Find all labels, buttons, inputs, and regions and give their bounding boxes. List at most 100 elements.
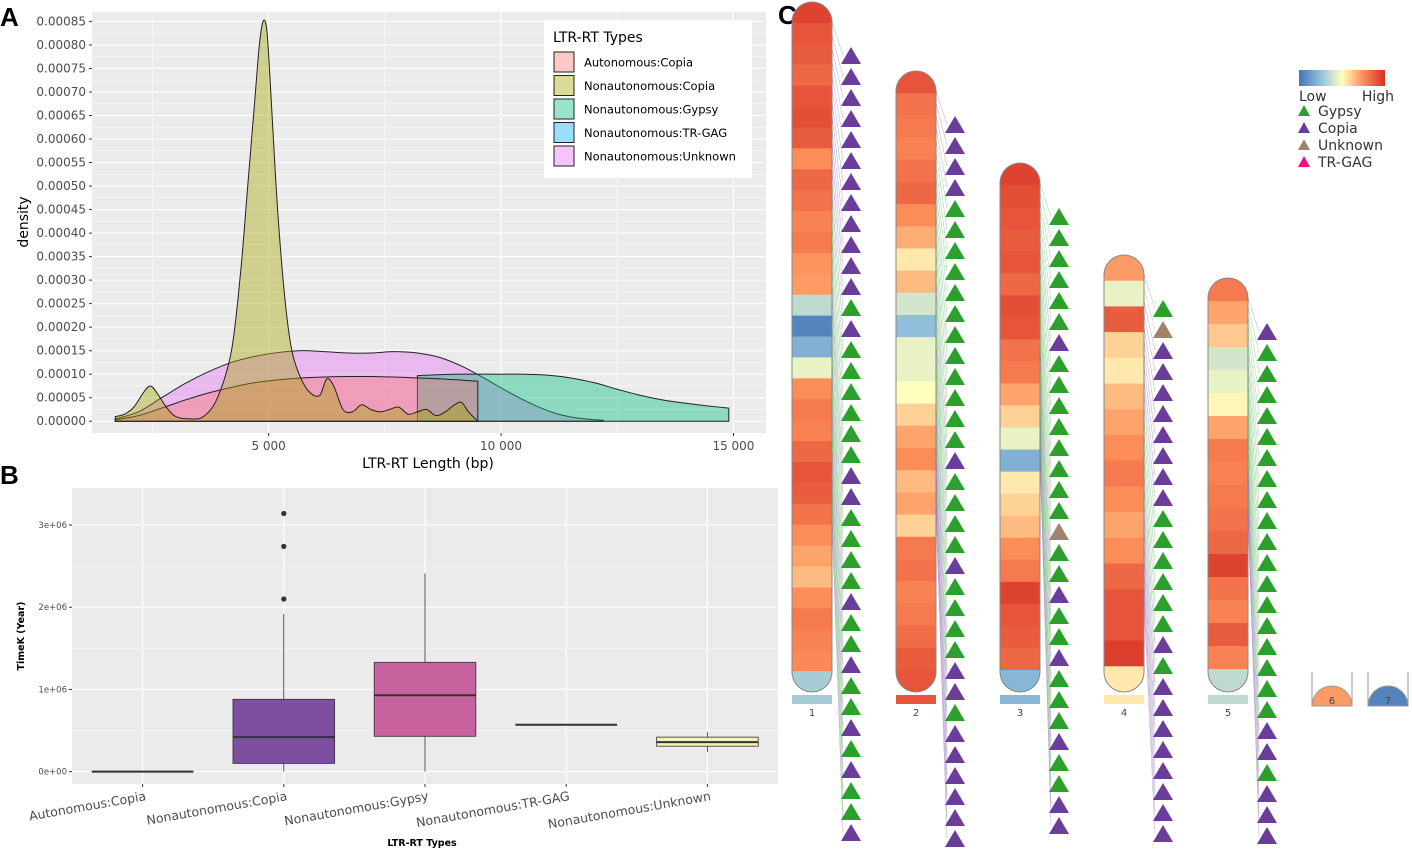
legend-label: Gypsy bbox=[1318, 104, 1362, 120]
gypsy-triangle bbox=[1049, 355, 1069, 372]
gypsy-triangle bbox=[1257, 428, 1277, 445]
te-link-line bbox=[1039, 446, 1052, 805]
te-link-line bbox=[831, 277, 844, 455]
copia-triangle bbox=[945, 767, 965, 784]
heat-band bbox=[896, 137, 936, 161]
copia-triangle bbox=[1153, 699, 1173, 716]
heat-band bbox=[896, 470, 936, 493]
copia-triangle bbox=[1257, 323, 1277, 340]
gypsy-triangle bbox=[1257, 617, 1277, 634]
te-link-line bbox=[1247, 435, 1260, 647]
heat-band bbox=[896, 536, 936, 560]
gypsy-triangle bbox=[1049, 397, 1069, 414]
heat-band bbox=[896, 270, 936, 294]
te-link-line bbox=[1143, 366, 1156, 456]
heat-band bbox=[1000, 251, 1040, 274]
te-link-line bbox=[831, 372, 844, 602]
gypsy-triangle bbox=[1257, 386, 1277, 403]
heat-band bbox=[1000, 537, 1040, 561]
box bbox=[373, 661, 477, 737]
density-area-nonautonomous-copia bbox=[114, 19, 480, 422]
te-link-line bbox=[831, 331, 844, 539]
gypsy-triangle bbox=[1257, 491, 1277, 508]
y-tick-label: 0.00080 bbox=[36, 38, 86, 52]
te-link-line bbox=[935, 127, 948, 188]
te-link-line bbox=[1143, 314, 1156, 372]
te-link-line bbox=[831, 62, 844, 119]
te-link-line bbox=[831, 116, 844, 203]
heat-band bbox=[792, 336, 832, 359]
heat-band bbox=[1104, 640, 1144, 667]
heat-band bbox=[896, 93, 936, 116]
te-link-line bbox=[1247, 398, 1260, 563]
te-link-line bbox=[1039, 277, 1052, 427]
y-tick-label: 0.00050 bbox=[36, 179, 86, 193]
heat-band bbox=[1000, 449, 1040, 473]
te-link-line bbox=[1247, 325, 1260, 395]
density-y-axis-title: density bbox=[16, 196, 32, 247]
copia-triangle bbox=[841, 593, 861, 610]
copia-triangle bbox=[841, 89, 861, 106]
gypsy-triangle bbox=[1049, 754, 1069, 771]
copia-triangle bbox=[945, 557, 965, 574]
te-link-line bbox=[1039, 182, 1052, 217]
chromosome-5: 5 bbox=[1207, 277, 1277, 844]
gypsy-triangle bbox=[1153, 573, 1173, 590]
gypsy-triangle bbox=[1257, 470, 1277, 487]
copia-triangle bbox=[841, 824, 861, 841]
gypsy-triangle bbox=[1049, 313, 1069, 330]
heat-band bbox=[1104, 409, 1144, 436]
heat-low-label: Low bbox=[1299, 89, 1327, 105]
chromosome-base-bar bbox=[896, 695, 936, 704]
legend-label: Nonautonomous:Gypsy bbox=[584, 103, 719, 117]
chromosome-base-bar bbox=[1104, 695, 1144, 704]
gypsy-triangle bbox=[841, 614, 861, 631]
te-link-line bbox=[935, 337, 948, 545]
heat-band bbox=[792, 399, 832, 421]
heat-band bbox=[896, 448, 936, 471]
heat-band bbox=[896, 403, 936, 427]
gypsy-triangle bbox=[841, 530, 861, 547]
te-link-line bbox=[935, 374, 948, 608]
te-link-line bbox=[1039, 258, 1052, 385]
heat-band bbox=[1208, 577, 1248, 601]
gypsy-triangle bbox=[945, 641, 965, 658]
heat-band bbox=[1104, 255, 1144, 282]
heat-band bbox=[1208, 439, 1248, 463]
te-link-line bbox=[831, 197, 844, 329]
te-link-line bbox=[1039, 333, 1052, 553]
te-link-line bbox=[1039, 390, 1052, 679]
te-link-line bbox=[1247, 380, 1260, 521]
heat-band bbox=[896, 71, 936, 94]
te-link-line bbox=[1143, 458, 1156, 603]
gypsy-triangle bbox=[1257, 680, 1277, 697]
te-link-line bbox=[1247, 389, 1260, 542]
gypsy-triangle bbox=[1049, 271, 1069, 288]
heat-band bbox=[896, 292, 936, 316]
te-link-line bbox=[1143, 445, 1156, 582]
te-link-line bbox=[1039, 305, 1052, 490]
heat-band bbox=[1208, 324, 1248, 348]
y-tick-label: 0.00045 bbox=[36, 203, 86, 217]
heat-band bbox=[792, 482, 832, 505]
te-link-line bbox=[1247, 517, 1260, 836]
heat-band bbox=[792, 22, 832, 45]
copia-triangle bbox=[841, 656, 861, 673]
te-link-line bbox=[831, 385, 844, 623]
chromosome-label: 2 bbox=[913, 708, 919, 719]
te-link-line bbox=[831, 426, 844, 686]
copia-triangle bbox=[1049, 733, 1069, 750]
heat-band bbox=[896, 226, 936, 250]
copia-triangle bbox=[945, 137, 965, 154]
legend-triangle bbox=[1298, 156, 1310, 167]
copia-triangle bbox=[1153, 804, 1173, 821]
te-link-line bbox=[1247, 471, 1260, 731]
gypsy-triangle bbox=[841, 782, 861, 799]
copia-triangle bbox=[1153, 447, 1173, 464]
y-tick-label: 0.00055 bbox=[36, 156, 86, 170]
chromosome-1: 1 bbox=[791, 1, 861, 841]
copia-triangle bbox=[841, 719, 861, 736]
te-link-line bbox=[1143, 274, 1156, 309]
te-link-line bbox=[831, 318, 844, 518]
te-link-line bbox=[935, 411, 948, 671]
